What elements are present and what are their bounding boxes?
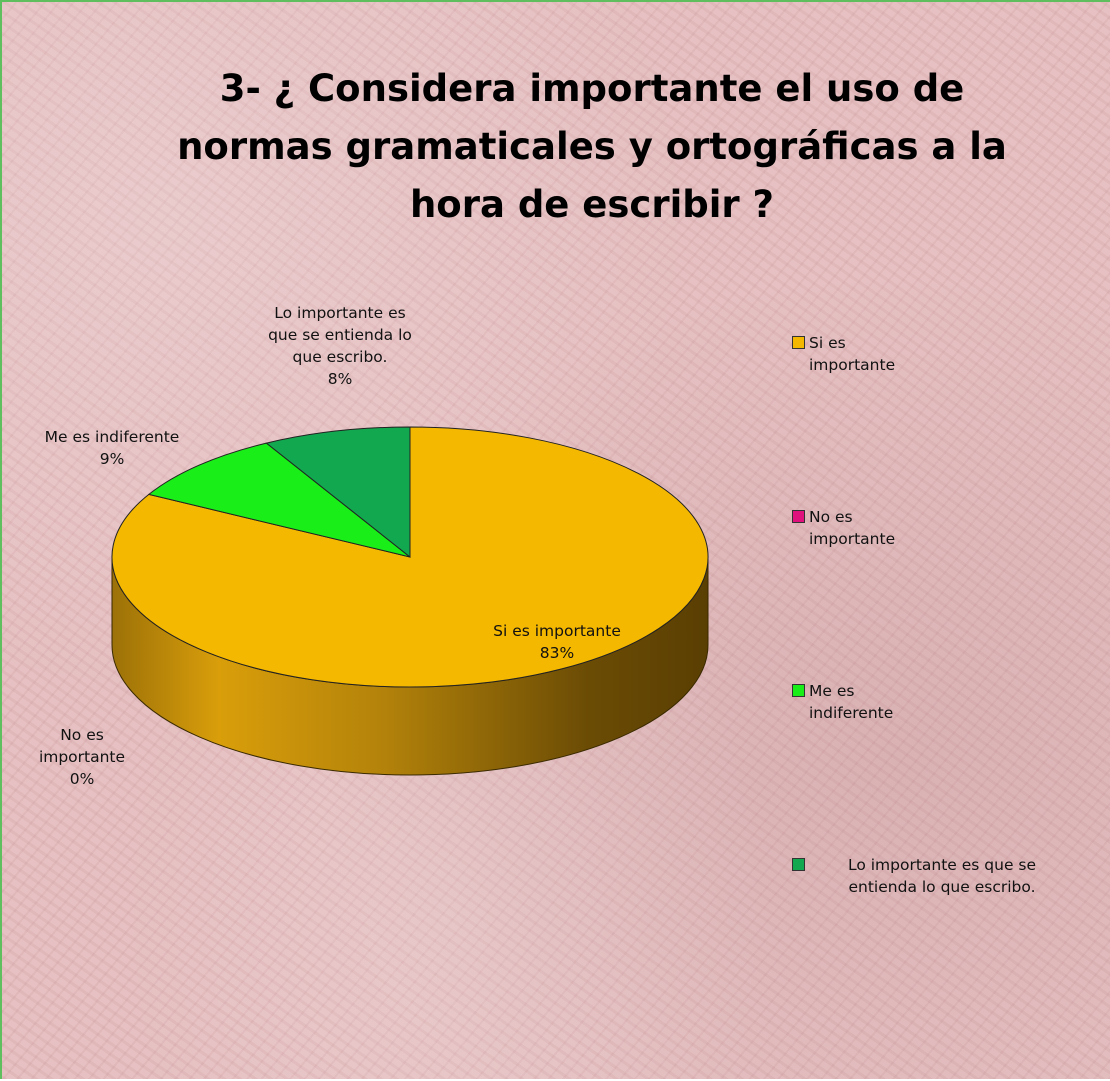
pie-slice-lo-importante-es-que-se-entienda-lo-que-escribo [265,426,411,559]
legend-swatch [792,684,805,697]
data-label-lo-importante-es-que-se-entienda-lo-que-escribo: Lo importante es que se entienda lo que … [268,304,412,388]
data-label-si-es-importante: Si es importante 83% [493,622,621,662]
legend-label: Me es indiferente [809,682,894,722]
legend-swatch [792,510,805,523]
legend-swatch [792,858,805,871]
pie-slice-me-es-indiferente [147,442,411,558]
data-label-me-es-indiferente: Me es indiferente 9% [44,428,180,468]
legend-label: Si es importante [809,334,896,374]
data-label-no-es-importante: No es importante 0% [38,726,126,788]
legend-swatch [792,336,805,349]
legend-label: No es importante [809,508,896,548]
chart-title: 3- ¿ Considera importante el uso de norm… [177,67,1007,226]
legend-label: Lo importante es que se entienda lo que … [847,856,1037,896]
